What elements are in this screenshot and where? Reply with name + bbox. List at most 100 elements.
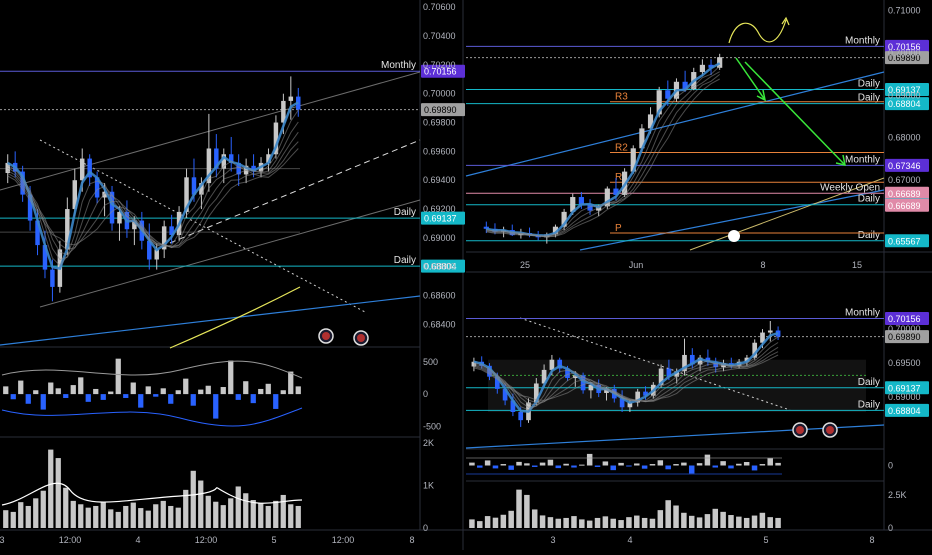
level-value-badge xyxy=(885,198,929,212)
bar xyxy=(736,463,742,466)
bar xyxy=(55,458,61,528)
bar xyxy=(55,388,61,395)
bar xyxy=(751,465,758,471)
candle-body xyxy=(228,154,234,163)
bar xyxy=(280,390,286,395)
bar xyxy=(571,516,577,528)
candle-body xyxy=(541,369,547,384)
level-value: 0.70156 xyxy=(888,314,921,324)
y-tick-label: 0.70600 xyxy=(423,2,456,12)
bar xyxy=(160,500,166,528)
level-value: 0.69137 xyxy=(888,383,921,393)
channel-line xyxy=(0,71,421,191)
bar xyxy=(665,465,671,470)
level-value-badge xyxy=(885,83,929,97)
level-label: Monthly xyxy=(845,154,880,165)
volume-average-line xyxy=(1,482,303,506)
x-tick-label: 8 xyxy=(869,535,874,545)
bar xyxy=(688,465,695,474)
bar xyxy=(704,454,711,466)
bar xyxy=(25,505,31,528)
level-label: Daily xyxy=(858,377,880,388)
bar xyxy=(586,520,593,528)
bar xyxy=(673,505,679,528)
candle-body xyxy=(604,188,610,207)
bar xyxy=(258,503,264,528)
bar xyxy=(40,394,46,410)
bar xyxy=(85,394,91,402)
event-flag-icon xyxy=(357,334,365,342)
oscillator-band xyxy=(1,360,303,379)
bar xyxy=(563,463,569,466)
bar xyxy=(78,377,84,395)
bar xyxy=(63,394,69,398)
bar xyxy=(3,386,9,395)
x-tick-label: 5 xyxy=(271,535,276,545)
bar xyxy=(250,500,256,528)
bar xyxy=(63,487,69,528)
candle-body xyxy=(561,211,567,227)
bar xyxy=(508,510,514,528)
bar xyxy=(18,502,24,528)
bar xyxy=(48,382,54,395)
channel-midline xyxy=(169,139,421,244)
right_oscillator-bars xyxy=(469,453,781,474)
bar xyxy=(657,460,664,466)
bar xyxy=(100,502,106,528)
level-value-badge xyxy=(885,403,929,417)
bar xyxy=(190,470,196,528)
pivot-label: P xyxy=(615,223,622,234)
x-tick-label: 12:00 xyxy=(332,535,355,545)
bar xyxy=(524,494,530,528)
level-label: Daily xyxy=(858,93,880,104)
bar xyxy=(70,500,76,528)
x-tick-label: 4 xyxy=(135,535,140,545)
y-tick-label: 0.69200 xyxy=(423,204,456,214)
bar xyxy=(767,517,773,528)
candle-body xyxy=(94,177,100,198)
bar xyxy=(618,462,624,466)
level-value-badge xyxy=(421,64,465,78)
arrow-head-icon xyxy=(835,154,846,166)
level-value-badge xyxy=(885,186,929,200)
x-tick-label: 3 xyxy=(550,535,555,545)
candle-body xyxy=(552,226,559,235)
bar xyxy=(728,465,734,469)
bar xyxy=(265,505,271,528)
y-tick-label: 2K xyxy=(423,438,434,448)
level-value: 0.68804 xyxy=(888,99,921,109)
candle-body xyxy=(65,209,70,250)
bar xyxy=(767,458,773,466)
bar xyxy=(547,517,554,528)
bar xyxy=(610,465,616,471)
bar xyxy=(123,505,129,528)
candle-body xyxy=(587,204,593,211)
candle-body xyxy=(27,194,33,221)
candle-body xyxy=(206,148,212,184)
bar xyxy=(736,516,742,528)
level-value: 0.69890 xyxy=(888,53,921,63)
y-tick-label: 0.69000 xyxy=(423,233,456,243)
candle-body xyxy=(613,188,619,195)
candle-body xyxy=(549,359,555,370)
bar xyxy=(288,504,294,528)
bar xyxy=(265,383,271,395)
y-tick-label: 0 xyxy=(888,523,893,533)
candle-body xyxy=(697,357,703,365)
y-tick-label: 0 xyxy=(423,389,428,399)
bar xyxy=(516,489,522,528)
moving-average xyxy=(486,74,721,238)
bar xyxy=(634,515,640,528)
level-label: Weekly Open xyxy=(820,182,880,193)
event-flag-icon xyxy=(826,426,834,434)
projected-path xyxy=(728,19,787,44)
candle-body xyxy=(236,162,241,175)
bar xyxy=(183,378,189,395)
level-value-badge xyxy=(421,259,465,273)
bar xyxy=(145,386,151,395)
candle-body xyxy=(471,361,477,367)
bar xyxy=(183,489,189,528)
candle-body xyxy=(199,183,204,195)
y-tick-label: 2.5K xyxy=(888,490,907,500)
bar xyxy=(602,461,609,466)
